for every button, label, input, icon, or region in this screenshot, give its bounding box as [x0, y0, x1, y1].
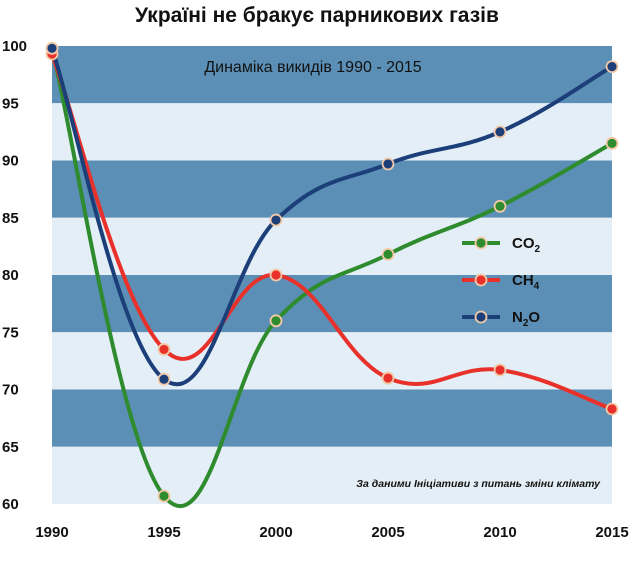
- legend-co2-marker: [474, 236, 488, 250]
- band: [52, 332, 612, 390]
- data-point-n2o: [269, 213, 283, 227]
- x-tick-label: 2010: [483, 524, 516, 541]
- x-tick-label: 2000: [259, 524, 292, 541]
- legend: CO2 CH4 N2O: [462, 235, 541, 329]
- band: [52, 446, 612, 504]
- data-point-ch4: [605, 402, 619, 416]
- data-point-n2o: [605, 60, 619, 74]
- source-note: За даними Ініціативи з питань зміни клім…: [356, 478, 601, 490]
- y-tick-label: 75: [2, 324, 19, 341]
- data-point-ch4: [269, 268, 283, 282]
- y-tick-label: 60: [2, 496, 19, 513]
- y-tick-label: 90: [2, 153, 19, 170]
- y-tick-label: 65: [2, 439, 19, 456]
- data-point-ch4: [157, 343, 171, 356]
- data-point-ch4: [493, 363, 507, 377]
- y-tick-label: 80: [2, 267, 19, 284]
- y-tick-label: 100: [2, 38, 27, 55]
- x-tick-label: 2015: [595, 524, 628, 541]
- y-tick-label: 70: [2, 382, 19, 399]
- data-point-co2: [493, 199, 507, 213]
- data-point-co2: [605, 136, 619, 150]
- data-point-co2: [381, 247, 395, 261]
- data-point-n2o: [493, 125, 507, 139]
- band: [52, 46, 612, 104]
- data-point-ch4: [381, 371, 395, 385]
- legend-ch4-marker: [474, 273, 488, 287]
- series-points: [45, 41, 619, 503]
- data-point-co2: [269, 314, 283, 328]
- legend-n2o-label: N2O: [512, 309, 540, 329]
- y-axis-ticks: 60 65 70 75 80 85 90 95 100: [2, 38, 27, 513]
- y-tick-label: 85: [2, 210, 19, 227]
- legend-ch4-label: CH4: [512, 272, 540, 292]
- chart-subtitle: Динаміка викидів 1990 - 2015: [204, 59, 421, 76]
- band: [52, 103, 612, 161]
- y-tick-label: 95: [2, 95, 19, 112]
- data-point-n2o: [381, 157, 395, 171]
- x-tick-label: 1995: [147, 524, 180, 541]
- data-point-co2: [157, 489, 171, 503]
- x-axis-ticks: 1990 1995 2000 2005 2010 2015: [35, 524, 628, 541]
- data-point-n2o: [157, 372, 171, 386]
- band: [52, 160, 612, 218]
- band: [52, 389, 612, 447]
- data-point-n2o: [45, 41, 59, 55]
- x-tick-label: 2005: [371, 524, 404, 541]
- legend-n2o-marker: [474, 310, 488, 324]
- legend-co2-label: CO2: [512, 235, 541, 255]
- x-tick-label: 1990: [35, 524, 68, 541]
- chart-title: Україні не бракує парникових газів: [135, 4, 499, 27]
- band: [52, 217, 612, 275]
